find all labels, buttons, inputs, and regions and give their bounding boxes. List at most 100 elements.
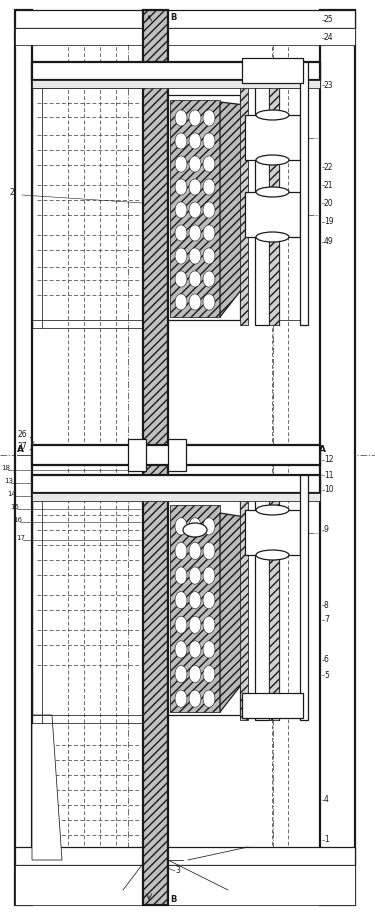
Text: 12: 12	[324, 456, 333, 465]
Ellipse shape	[189, 543, 201, 560]
Bar	[15, 28, 355, 45]
Ellipse shape	[203, 690, 215, 707]
Ellipse shape	[203, 567, 215, 584]
Bar	[32, 475, 320, 493]
Ellipse shape	[175, 690, 187, 707]
Ellipse shape	[175, 202, 187, 218]
Text: 21: 21	[324, 180, 333, 189]
Text: 49: 49	[324, 238, 334, 246]
Bar	[240, 475, 248, 720]
Text: 23: 23	[324, 81, 334, 90]
Bar	[170, 505, 220, 712]
Text: 9: 9	[324, 525, 329, 534]
Bar	[320, 10, 355, 905]
Ellipse shape	[189, 567, 201, 584]
Bar	[15, 10, 32, 905]
Bar	[255, 62, 269, 325]
Text: 11: 11	[324, 470, 333, 479]
Bar	[269, 475, 279, 720]
Ellipse shape	[175, 543, 187, 560]
Ellipse shape	[203, 518, 215, 535]
Bar	[168, 495, 240, 715]
Text: 15: 15	[10, 504, 19, 510]
Bar	[245, 115, 300, 160]
Ellipse shape	[175, 225, 187, 241]
Ellipse shape	[189, 248, 201, 264]
Bar	[32, 493, 320, 501]
Ellipse shape	[189, 518, 201, 535]
Bar	[32, 62, 320, 80]
Ellipse shape	[175, 271, 187, 287]
Bar	[245, 510, 300, 555]
Bar	[15, 865, 355, 905]
Ellipse shape	[256, 110, 289, 120]
Bar	[143, 10, 168, 905]
Ellipse shape	[189, 179, 201, 195]
Ellipse shape	[256, 155, 289, 165]
Ellipse shape	[256, 505, 289, 515]
Text: 22: 22	[324, 163, 333, 171]
Text: 10: 10	[324, 486, 334, 494]
Bar	[32, 80, 320, 88]
Ellipse shape	[203, 179, 215, 195]
Ellipse shape	[175, 592, 187, 608]
Bar	[255, 475, 269, 720]
Bar	[240, 62, 248, 325]
Ellipse shape	[189, 133, 201, 149]
Ellipse shape	[175, 518, 187, 535]
Ellipse shape	[203, 202, 215, 218]
Text: 16: 16	[13, 517, 22, 523]
Ellipse shape	[189, 271, 201, 287]
Text: B: B	[170, 895, 176, 903]
Ellipse shape	[256, 187, 289, 197]
Bar	[269, 62, 279, 325]
Ellipse shape	[175, 156, 187, 172]
Ellipse shape	[256, 550, 289, 560]
Ellipse shape	[203, 640, 215, 658]
Polygon shape	[32, 715, 62, 860]
Polygon shape	[220, 513, 245, 712]
Ellipse shape	[189, 110, 201, 126]
Bar	[242, 693, 303, 718]
Ellipse shape	[203, 248, 215, 264]
Text: 5: 5	[324, 671, 329, 680]
Ellipse shape	[203, 133, 215, 149]
Text: 3: 3	[175, 866, 180, 875]
Text: A: A	[319, 445, 326, 454]
Ellipse shape	[203, 110, 215, 126]
Ellipse shape	[189, 690, 201, 707]
Ellipse shape	[203, 665, 215, 683]
Text: 6: 6	[324, 655, 329, 664]
Ellipse shape	[175, 179, 187, 195]
Text: B: B	[170, 14, 176, 23]
Text: 8: 8	[324, 600, 329, 609]
Ellipse shape	[189, 294, 201, 310]
Text: A: A	[17, 445, 24, 454]
Text: 1: 1	[324, 835, 329, 845]
Text: 4: 4	[324, 795, 329, 804]
Text: 7: 7	[324, 616, 329, 625]
Bar	[15, 847, 355, 865]
Ellipse shape	[203, 543, 215, 560]
Bar	[128, 439, 146, 471]
Text: 20: 20	[324, 199, 334, 208]
Ellipse shape	[256, 232, 289, 242]
Ellipse shape	[189, 156, 201, 172]
Bar	[168, 439, 186, 471]
Bar	[245, 192, 300, 237]
Text: 26: 26	[18, 430, 28, 439]
Bar	[300, 475, 308, 720]
Ellipse shape	[203, 616, 215, 633]
Text: 24: 24	[324, 34, 334, 42]
Ellipse shape	[183, 523, 207, 537]
Ellipse shape	[189, 640, 201, 658]
Text: 18: 18	[1, 465, 10, 471]
Ellipse shape	[175, 567, 187, 584]
Text: 13: 13	[4, 478, 13, 484]
Bar	[170, 100, 220, 317]
Text: 17: 17	[16, 535, 25, 541]
Ellipse shape	[203, 225, 215, 241]
Bar	[32, 445, 320, 465]
Bar	[300, 62, 308, 325]
Text: 25: 25	[324, 16, 334, 25]
